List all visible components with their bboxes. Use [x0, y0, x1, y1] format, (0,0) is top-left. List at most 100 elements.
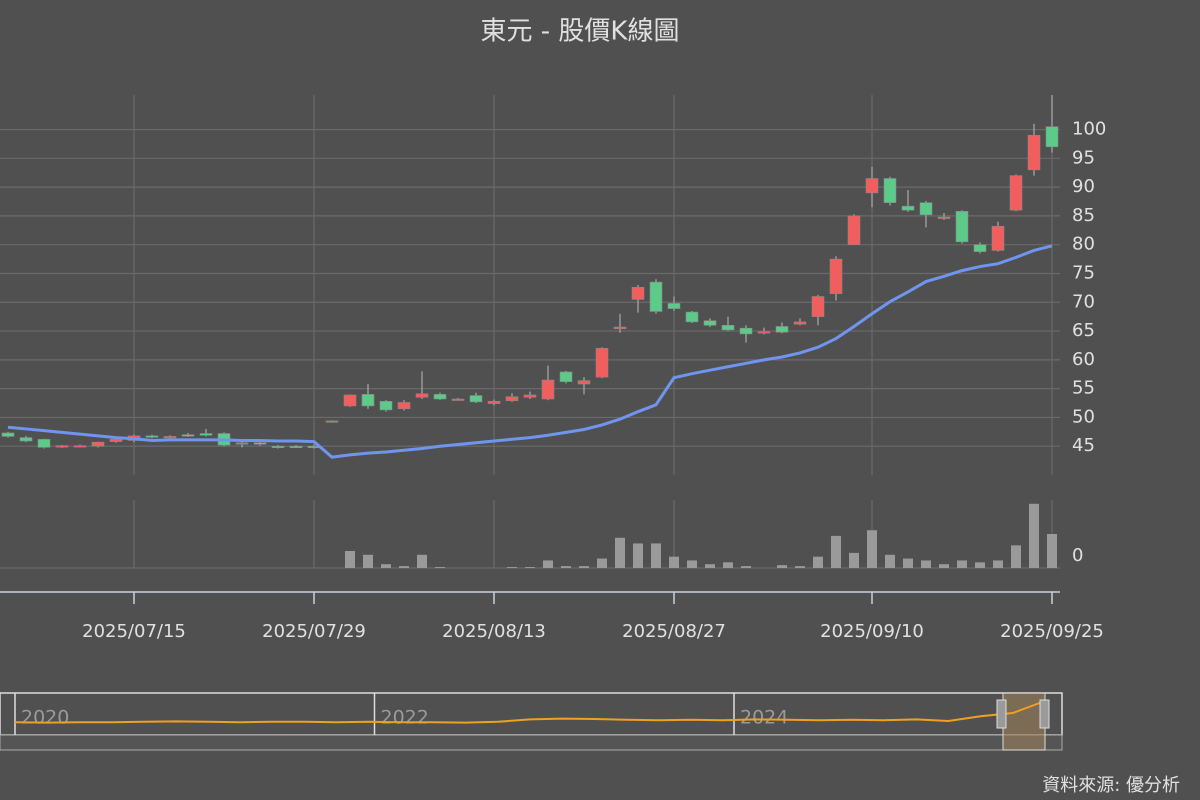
volume-bar	[399, 566, 409, 568]
candle-body	[613, 326, 627, 330]
candle-body	[883, 178, 897, 203]
volume-bar	[849, 552, 859, 568]
volume-bar	[651, 543, 661, 568]
moving-average	[7, 244, 1053, 459]
source: 資料來源: 優分析	[1042, 775, 1180, 796]
x-tick-label: 2025/08/27	[622, 621, 726, 642]
navigator-label: 2020	[21, 707, 69, 729]
volume-bar	[669, 556, 679, 568]
volume-bar	[813, 556, 823, 568]
candle-body	[253, 442, 267, 445]
volume-bar	[957, 560, 967, 568]
volume-bar	[615, 537, 625, 568]
candle-body	[55, 445, 69, 448]
volume-bar	[1047, 534, 1057, 568]
volume-bar	[597, 558, 607, 568]
volume-bar	[417, 554, 427, 568]
volume-bar	[345, 551, 355, 568]
candle-body	[991, 225, 1005, 251]
candle-body	[667, 303, 681, 309]
volume-bar	[1011, 545, 1021, 568]
candle-body	[595, 348, 609, 378]
y-tick-label: 75	[1072, 262, 1095, 283]
candle-body	[145, 435, 159, 438]
candle-body	[847, 215, 861, 245]
volume-bar	[939, 564, 949, 568]
volume-bar	[867, 530, 877, 568]
volume-bar	[885, 554, 895, 568]
volume-bar	[975, 562, 985, 568]
candle-body	[397, 402, 411, 410]
candle-body	[1, 432, 15, 437]
candle-body	[955, 211, 969, 243]
candle-body	[559, 371, 573, 383]
candle-body	[271, 445, 285, 449]
navigator-frame	[0, 692, 1063, 736]
volume-bar	[561, 566, 571, 568]
y-tick-label: 60	[1072, 349, 1095, 370]
volume-bar	[525, 567, 535, 568]
candle-body	[649, 281, 663, 312]
candle-body	[937, 216, 951, 219]
scrollbar[interactable]	[0, 734, 1063, 751]
candle-body	[775, 326, 789, 333]
candle-body	[1045, 126, 1059, 148]
volume-bar	[705, 564, 715, 568]
candle-body	[487, 401, 501, 404]
y-tick-label: 65	[1072, 320, 1095, 341]
candle-body	[433, 394, 447, 400]
candle-body	[901, 205, 915, 211]
y-tick-label: 70	[1072, 291, 1095, 312]
chart-title: 東元 - 股價K線圖	[481, 17, 680, 47]
candle-body	[199, 433, 213, 436]
volume-bar	[921, 560, 931, 568]
candle-body	[289, 445, 303, 449]
volume-bar	[507, 567, 517, 568]
candle-body	[343, 394, 357, 407]
x-tick-label: 2025/07/15	[82, 621, 186, 642]
candle-body	[163, 436, 177, 439]
y-tick-label: 55	[1072, 378, 1095, 399]
candle-body	[415, 393, 429, 398]
x-tick-label: 2025/08/13	[442, 621, 546, 642]
volume-bar	[543, 560, 553, 568]
volume-bar	[1029, 503, 1039, 568]
volume-tick-label: 0	[1072, 545, 1083, 566]
y-tick-label: 90	[1072, 176, 1095, 197]
candle-body	[19, 437, 33, 442]
candle-body	[325, 420, 339, 423]
volume-bar	[723, 562, 733, 568]
candle-body	[361, 394, 375, 407]
candle-body	[577, 380, 591, 385]
y-tick-label: 50	[1072, 406, 1095, 427]
volume-bar	[363, 554, 373, 568]
candle-body	[685, 311, 699, 323]
navigator-label: 2022	[381, 707, 429, 729]
volume-bar	[579, 566, 589, 568]
candle-body	[451, 398, 465, 401]
navigator-handle[interactable]	[996, 699, 1007, 729]
candle-body	[829, 258, 843, 294]
volume-bar	[777, 565, 787, 568]
volume-bar	[633, 543, 643, 568]
candle-body	[1027, 135, 1041, 171]
candle-body	[109, 439, 123, 442]
y-tick-label: 100	[1072, 119, 1106, 140]
candle-body	[631, 287, 645, 300]
candle-body	[235, 442, 249, 445]
volume-bar	[903, 558, 913, 568]
candle-body	[379, 401, 393, 411]
y-tick-label: 45	[1072, 435, 1095, 456]
candle-body	[73, 445, 87, 448]
x-tick-label: 2025/07/29	[262, 621, 366, 642]
candle-body	[919, 202, 933, 216]
candle-body	[721, 325, 735, 331]
y-tick-label: 85	[1072, 205, 1095, 226]
navigator-handle[interactable]	[1039, 699, 1050, 729]
volume-bar	[831, 535, 841, 568]
volume-bar	[795, 566, 805, 568]
candle-body	[973, 244, 987, 252]
candle-body	[703, 320, 717, 326]
navigator-selection[interactable]	[1002, 692, 1046, 751]
navigator-label: 2024	[740, 707, 788, 729]
